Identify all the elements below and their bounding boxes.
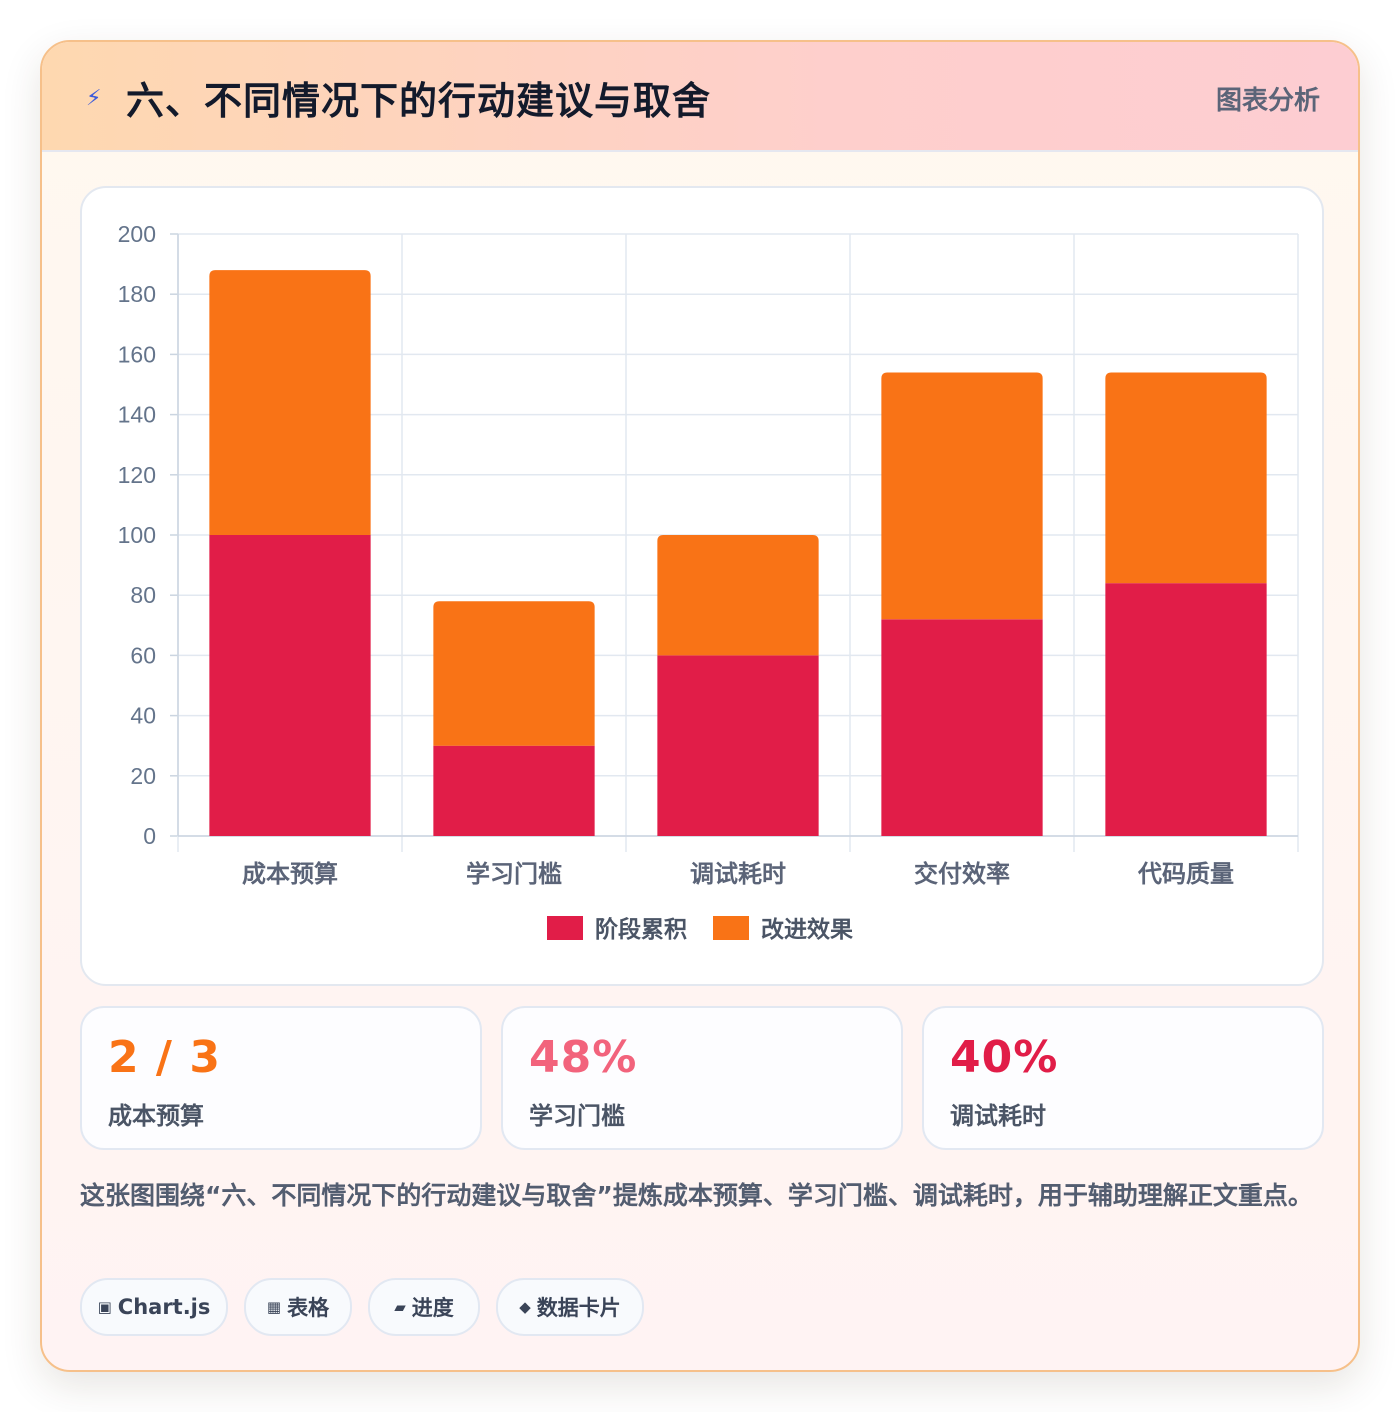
chart-description: 这张图围绕“六、不同情况下的行动建议与取舍”提炼成本预算、学习门槛、调试耗时，用…: [80, 1181, 1313, 1210]
card-title: 六、不同情况下的行动建议与取舍: [126, 79, 712, 123]
chip-data-card[interactable]: ◆ 数据卡片: [496, 1278, 644, 1336]
x-tick-label: 成本预算: [242, 860, 338, 888]
bar-stage-accumulation[interactable]: [881, 619, 1043, 836]
y-tick-label: 180: [118, 281, 156, 307]
y-tick-label: 20: [130, 763, 156, 789]
stat-card-learning: 48% 学习门槛: [501, 1006, 903, 1150]
stat-card-cost: 2 / 3 成本预算: [80, 1006, 482, 1150]
y-tick-label: 0: [143, 823, 156, 849]
card-header: ⚡ 六、不同情况下的行动建议与取舍 图表分析: [42, 42, 1358, 152]
y-tick-label: 200: [118, 221, 156, 247]
legend-swatch: [547, 916, 583, 940]
y-tick-label: 120: [118, 462, 156, 488]
legend-swatch: [713, 916, 749, 940]
lightning-icon: ⚡: [86, 86, 102, 111]
x-tick-label: 代码质量: [1137, 860, 1234, 888]
y-tick-label: 140: [118, 402, 156, 428]
bar-stage-accumulation[interactable]: [1105, 583, 1267, 836]
x-tick-label: 交付效率: [914, 860, 1010, 888]
stat-value: 40%: [950, 1032, 1059, 1083]
grid-icon: ▦: [266, 1298, 282, 1316]
bar-improvement-effect[interactable]: [1105, 372, 1267, 584]
bar-improvement-effect[interactable]: [881, 372, 1043, 620]
x-tick-label: 调试耗时: [690, 860, 786, 888]
legend-label: 改进效果: [761, 916, 853, 943]
y-tick-label: 100: [118, 522, 156, 548]
chip-label: Chart.js: [117, 1295, 211, 1319]
stat-label: 学习门槛: [529, 1102, 625, 1130]
chip-table[interactable]: ▦ 表格: [244, 1278, 352, 1336]
bar-improvement-effect[interactable]: [209, 270, 371, 535]
progress-icon: ▰: [394, 1298, 406, 1316]
chip-chartjs[interactable]: ▣ Chart.js: [80, 1278, 228, 1336]
diamond-icon: ◆: [519, 1298, 531, 1316]
y-tick-label: 60: [130, 642, 156, 668]
bar-stage-accumulation[interactable]: [657, 655, 819, 836]
chip-label: 数据卡片: [536, 1296, 621, 1320]
bar-stage-accumulation[interactable]: [433, 745, 595, 836]
x-tick-label: 学习门槛: [466, 860, 562, 888]
chart-panel: 0 20 40 60 80 100 120 140 160 180 200 成本预算 学习门槛 调试耗时 交…: [80, 186, 1324, 986]
y-tick-label: 80: [130, 582, 156, 608]
stat-card-debug: 40% 调试耗时: [922, 1006, 1324, 1150]
stat-value: 48%: [529, 1032, 638, 1083]
legend-label: 阶段累积: [595, 916, 687, 943]
chip-label: 进度: [411, 1296, 454, 1320]
chart-analysis-tag: 图表分析: [1215, 86, 1320, 116]
chart-card: ⚡ 六、不同情况下的行动建议与取舍 图表分析 0 20 40 60 80 100 120 14…: [40, 40, 1360, 1372]
y-tick-label: 160: [118, 341, 156, 367]
stacked-bar-chart: 0 20 40 60 80 100 120 140 160 180 200 成本预算 学习门槛 调试耗时 交…: [118, 221, 1299, 943]
square-icon: ▣: [97, 1298, 112, 1316]
bar-improvement-effect[interactable]: [657, 535, 819, 656]
chip-progress[interactable]: ▰ 进度: [368, 1278, 480, 1336]
stat-value: 2 / 3: [108, 1032, 221, 1083]
chip-label: 表格: [287, 1296, 330, 1320]
bar-stage-accumulation[interactable]: [209, 535, 371, 836]
stat-label: 调试耗时: [950, 1102, 1046, 1130]
bar-improvement-effect[interactable]: [433, 601, 595, 746]
y-tick-label: 40: [130, 703, 156, 729]
stat-label: 成本预算: [108, 1102, 204, 1130]
